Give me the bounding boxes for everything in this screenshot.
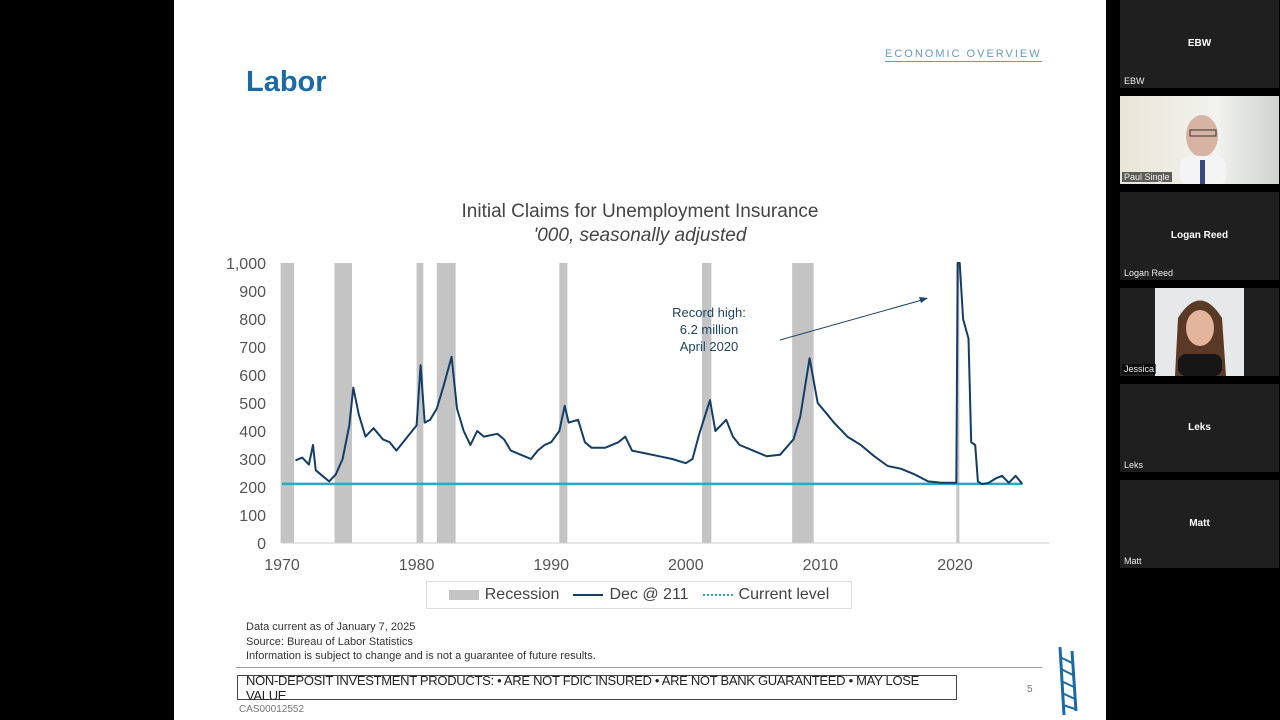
chart-notes: Data current as of January 7, 2025 Sourc… [246,620,596,664]
participant-tile[interactable]: Logan Reed Logan Reed [1120,192,1279,280]
participant-tile[interactable]: Paul Single [1120,96,1279,184]
record-high-annotation: 6.2 million [680,322,739,337]
recession-bar [956,263,960,543]
participant-center-name: Matt [1189,518,1210,529]
y-tick-label: 600 [239,368,266,385]
y-tick-label: 700 [239,340,266,357]
y-tick-label: 400 [239,424,266,441]
participant-video [1155,288,1244,376]
footer-divider [236,667,1042,668]
y-tick-label: 300 [239,452,266,469]
recession-bar [280,263,295,543]
y-tick-label: 0 [257,536,266,553]
page-number: 5 [1027,684,1033,695]
x-tick-label: 2020 [937,557,973,574]
participant-name: EBW [1124,76,1145,86]
y-tick-label: 200 [239,480,266,497]
y-tick-label: 800 [239,312,266,329]
participant-center-name: Logan Reed [1170,230,1229,241]
participant-name: Matt [1124,556,1142,566]
participant-name: Logan Reed [1124,268,1174,278]
x-tick-label: 2000 [668,557,704,574]
claims-series-line [295,262,1024,486]
recession-bar [436,263,456,543]
recession-bar [334,263,352,543]
y-tick-label: 500 [239,396,266,413]
section-label: ECONOMIC OVERVIEW [885,48,1042,62]
participant-tile[interactable]: EBW EBW [1120,0,1279,88]
claims-chart: 0 100 200 300 400 500 600 700 800 900 1,000 1970 198… [226,256,1050,574]
document-code: CAS00012552 [239,704,305,715]
chart-subtitle: '000, seasonally adjusted [533,225,747,246]
participant-name: Jessica [1122,364,1157,374]
participant-name: Paul Single [1122,172,1172,182]
participant-center-name: Leks [1188,422,1211,433]
x-tick-label: 1970 [264,557,300,574]
x-tick-label: 1990 [533,557,569,574]
investment-disclaimer: NON-DEPOSIT INVESTMENT PRODUCTS: • ARE N… [237,673,957,703]
y-tick-label: 1,000 [226,256,266,273]
presentation-slide: ECONOMIC OVERVIEW Labor Initial Claims f… [174,0,1106,720]
legend-current-label: Current level [738,586,830,603]
participants-panel: EBW EBW Paul Single Logan Reed Logan Reed … [1106,0,1280,720]
recession-bar [559,263,568,543]
record-high-annotation: April 2020 [680,339,739,354]
annotation-arrow [779,299,923,341]
record-high-annotation: Record high: [672,305,746,320]
legend-series-label: Dec @ 211 [609,586,689,603]
participant-center-name: EBW [1187,38,1212,49]
source-note: Source: Bureau of Labor Statistics [246,635,413,648]
y-tick-label: 100 [239,508,266,525]
x-tick-label: 2010 [803,557,839,574]
legend-recession: Recession [448,586,560,604]
y-tick-label: 900 [239,284,266,301]
chart-title: Initial Claims for Unemployment Insuranc… [461,201,819,222]
legend-series: Dec @ 211 [573,586,689,604]
data-date-note: Data current as of January 7, 2025 [246,621,416,633]
participant-video [1180,115,1226,184]
participant-tile[interactable]: Matt Matt [1120,480,1279,568]
recession-bar [416,263,424,543]
chart-legend: Recession Dec @ 211 Current level [426,581,852,609]
legend-recession-label: Recession [484,586,560,603]
disclaimer-note: Information is subject to change and is … [246,650,596,662]
recession-bar [701,263,712,543]
participant-name: Leks [1124,460,1144,470]
participant-tile[interactable]: Jessica [1120,288,1279,376]
ladder-logo-icon [1058,646,1078,716]
legend-current: Current level [702,586,830,604]
slide-title: Labor [246,66,327,98]
participant-tile[interactable]: Leks Leks [1120,384,1279,472]
annotation-arrowhead [919,297,928,303]
x-tick-label: 1980 [399,557,435,574]
